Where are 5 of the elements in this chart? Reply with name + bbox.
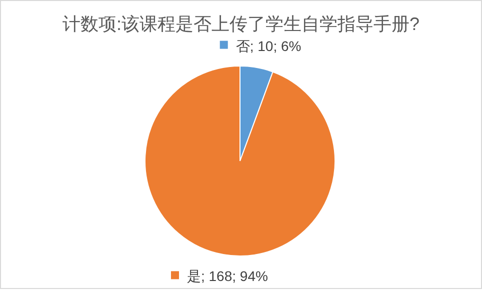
data-label: ; 168; 94%: [200, 268, 268, 284]
legend-label: 是: [186, 268, 201, 284]
legend-label: 否: [236, 38, 250, 54]
chart-title: 计数项:该课程是否上传了学生自学指导手册?: [62, 14, 420, 34]
data-label: ; 10; 6%: [250, 38, 302, 54]
